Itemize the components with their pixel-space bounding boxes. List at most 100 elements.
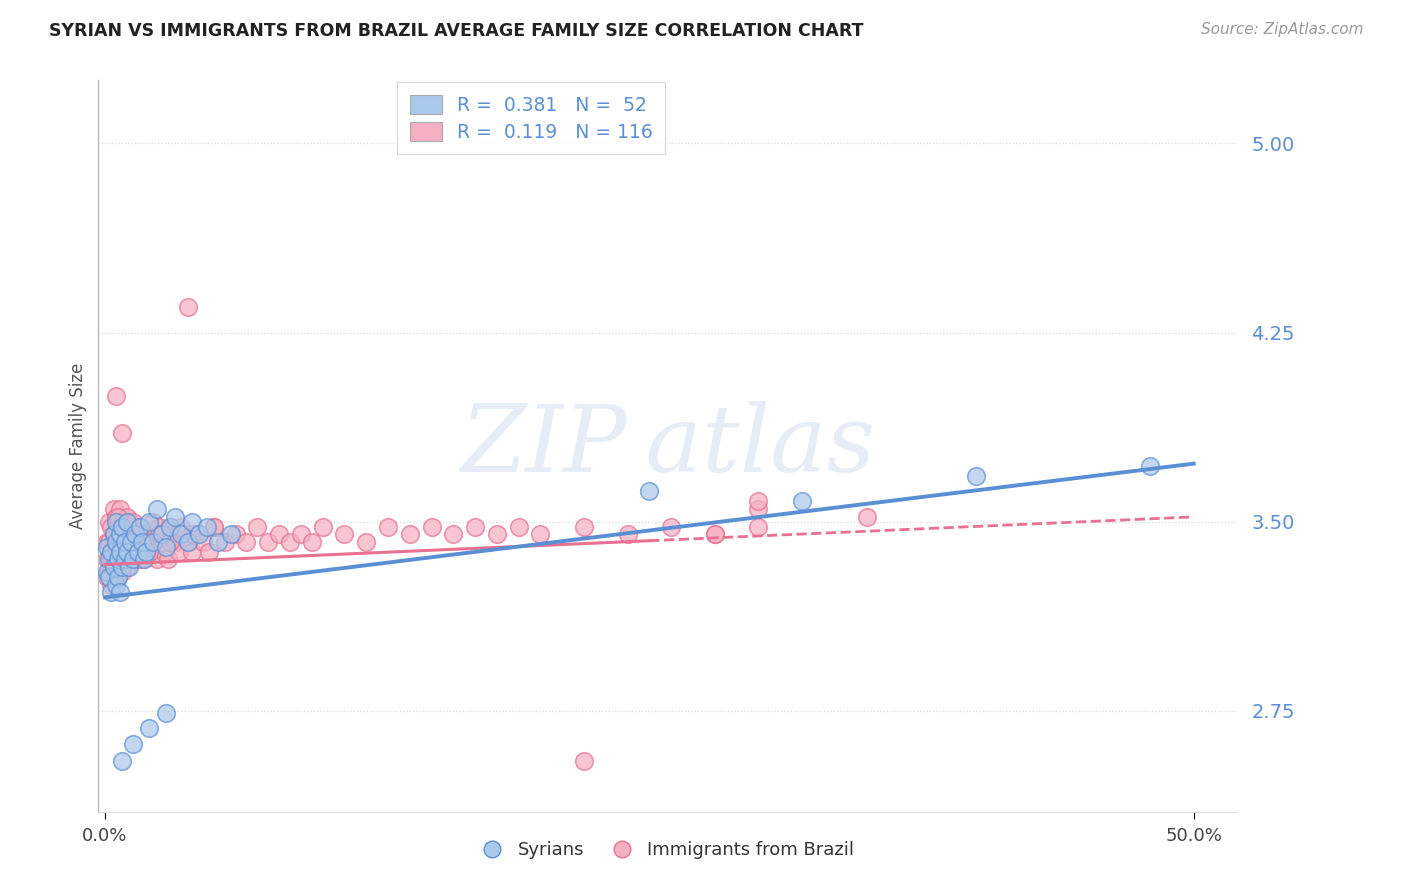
Point bbox=[441, 527, 464, 541]
Point bbox=[100, 545, 122, 559]
Point bbox=[122, 737, 145, 751]
Point bbox=[108, 540, 131, 554]
Point bbox=[485, 527, 508, 541]
Point bbox=[114, 527, 136, 541]
Point bbox=[163, 509, 186, 524]
Point bbox=[103, 527, 125, 541]
Point bbox=[146, 552, 169, 566]
Point bbox=[152, 545, 174, 559]
Point bbox=[157, 552, 180, 566]
Point bbox=[163, 534, 186, 549]
Point bbox=[155, 706, 177, 721]
Point bbox=[104, 527, 127, 541]
Point bbox=[127, 545, 149, 559]
Point bbox=[122, 552, 145, 566]
Point bbox=[98, 534, 121, 549]
Point bbox=[104, 534, 127, 549]
Point bbox=[118, 519, 141, 533]
Point bbox=[616, 527, 638, 541]
Point bbox=[114, 534, 136, 549]
Point bbox=[191, 534, 214, 549]
Point bbox=[131, 534, 153, 549]
Point bbox=[103, 502, 125, 516]
Point bbox=[142, 534, 165, 549]
Point bbox=[148, 527, 170, 541]
Point bbox=[98, 552, 121, 566]
Point bbox=[159, 519, 181, 533]
Point bbox=[100, 585, 122, 599]
Point bbox=[572, 754, 595, 768]
Point bbox=[312, 519, 335, 533]
Point bbox=[104, 388, 127, 402]
Point bbox=[96, 540, 118, 554]
Point bbox=[120, 527, 142, 541]
Point bbox=[965, 469, 987, 483]
Point bbox=[235, 534, 257, 549]
Point bbox=[103, 527, 125, 541]
Point bbox=[269, 527, 291, 541]
Point bbox=[115, 515, 138, 529]
Point bbox=[127, 552, 149, 566]
Point bbox=[572, 519, 595, 533]
Point bbox=[138, 722, 160, 736]
Point bbox=[100, 545, 122, 559]
Point bbox=[111, 534, 134, 549]
Point bbox=[124, 540, 146, 554]
Point bbox=[107, 540, 129, 554]
Point bbox=[115, 545, 138, 559]
Point bbox=[135, 545, 157, 559]
Point bbox=[108, 552, 131, 566]
Point bbox=[104, 578, 127, 592]
Point bbox=[120, 534, 142, 549]
Point bbox=[103, 534, 125, 549]
Point bbox=[138, 545, 160, 559]
Point bbox=[181, 527, 204, 541]
Point bbox=[104, 545, 127, 559]
Point bbox=[159, 534, 181, 549]
Point bbox=[115, 545, 138, 559]
Point bbox=[464, 519, 486, 533]
Point bbox=[104, 545, 127, 559]
Point bbox=[103, 565, 125, 579]
Point bbox=[167, 545, 190, 559]
Point bbox=[333, 527, 356, 541]
Point bbox=[207, 534, 229, 549]
Point bbox=[128, 552, 150, 566]
Point bbox=[139, 545, 162, 559]
Point bbox=[104, 570, 127, 584]
Point bbox=[181, 545, 204, 559]
Point bbox=[108, 527, 131, 541]
Point bbox=[114, 534, 136, 549]
Text: SYRIAN VS IMMIGRANTS FROM BRAZIL AVERAGE FAMILY SIZE CORRELATION CHART: SYRIAN VS IMMIGRANTS FROM BRAZIL AVERAGE… bbox=[49, 22, 863, 40]
Point bbox=[111, 515, 134, 529]
Point bbox=[111, 519, 134, 533]
Point bbox=[107, 560, 129, 574]
Point bbox=[96, 565, 118, 579]
Point bbox=[181, 515, 204, 529]
Point bbox=[198, 545, 221, 559]
Point bbox=[290, 527, 312, 541]
Point bbox=[108, 585, 131, 599]
Point bbox=[142, 515, 165, 529]
Point bbox=[118, 560, 141, 574]
Point bbox=[122, 534, 145, 549]
Point bbox=[111, 565, 134, 579]
Text: Source: ZipAtlas.com: Source: ZipAtlas.com bbox=[1201, 22, 1364, 37]
Point bbox=[115, 540, 138, 554]
Point bbox=[98, 565, 121, 579]
Point bbox=[107, 509, 129, 524]
Point bbox=[420, 519, 443, 533]
Point bbox=[202, 519, 225, 533]
Point bbox=[703, 527, 725, 541]
Point bbox=[138, 515, 160, 529]
Point bbox=[128, 519, 150, 533]
Point bbox=[134, 534, 156, 549]
Point bbox=[111, 754, 134, 768]
Point bbox=[114, 545, 136, 559]
Point bbox=[115, 509, 138, 524]
Point bbox=[104, 515, 127, 529]
Point bbox=[159, 519, 181, 533]
Point bbox=[170, 527, 193, 541]
Point bbox=[111, 426, 134, 441]
Point bbox=[111, 560, 134, 574]
